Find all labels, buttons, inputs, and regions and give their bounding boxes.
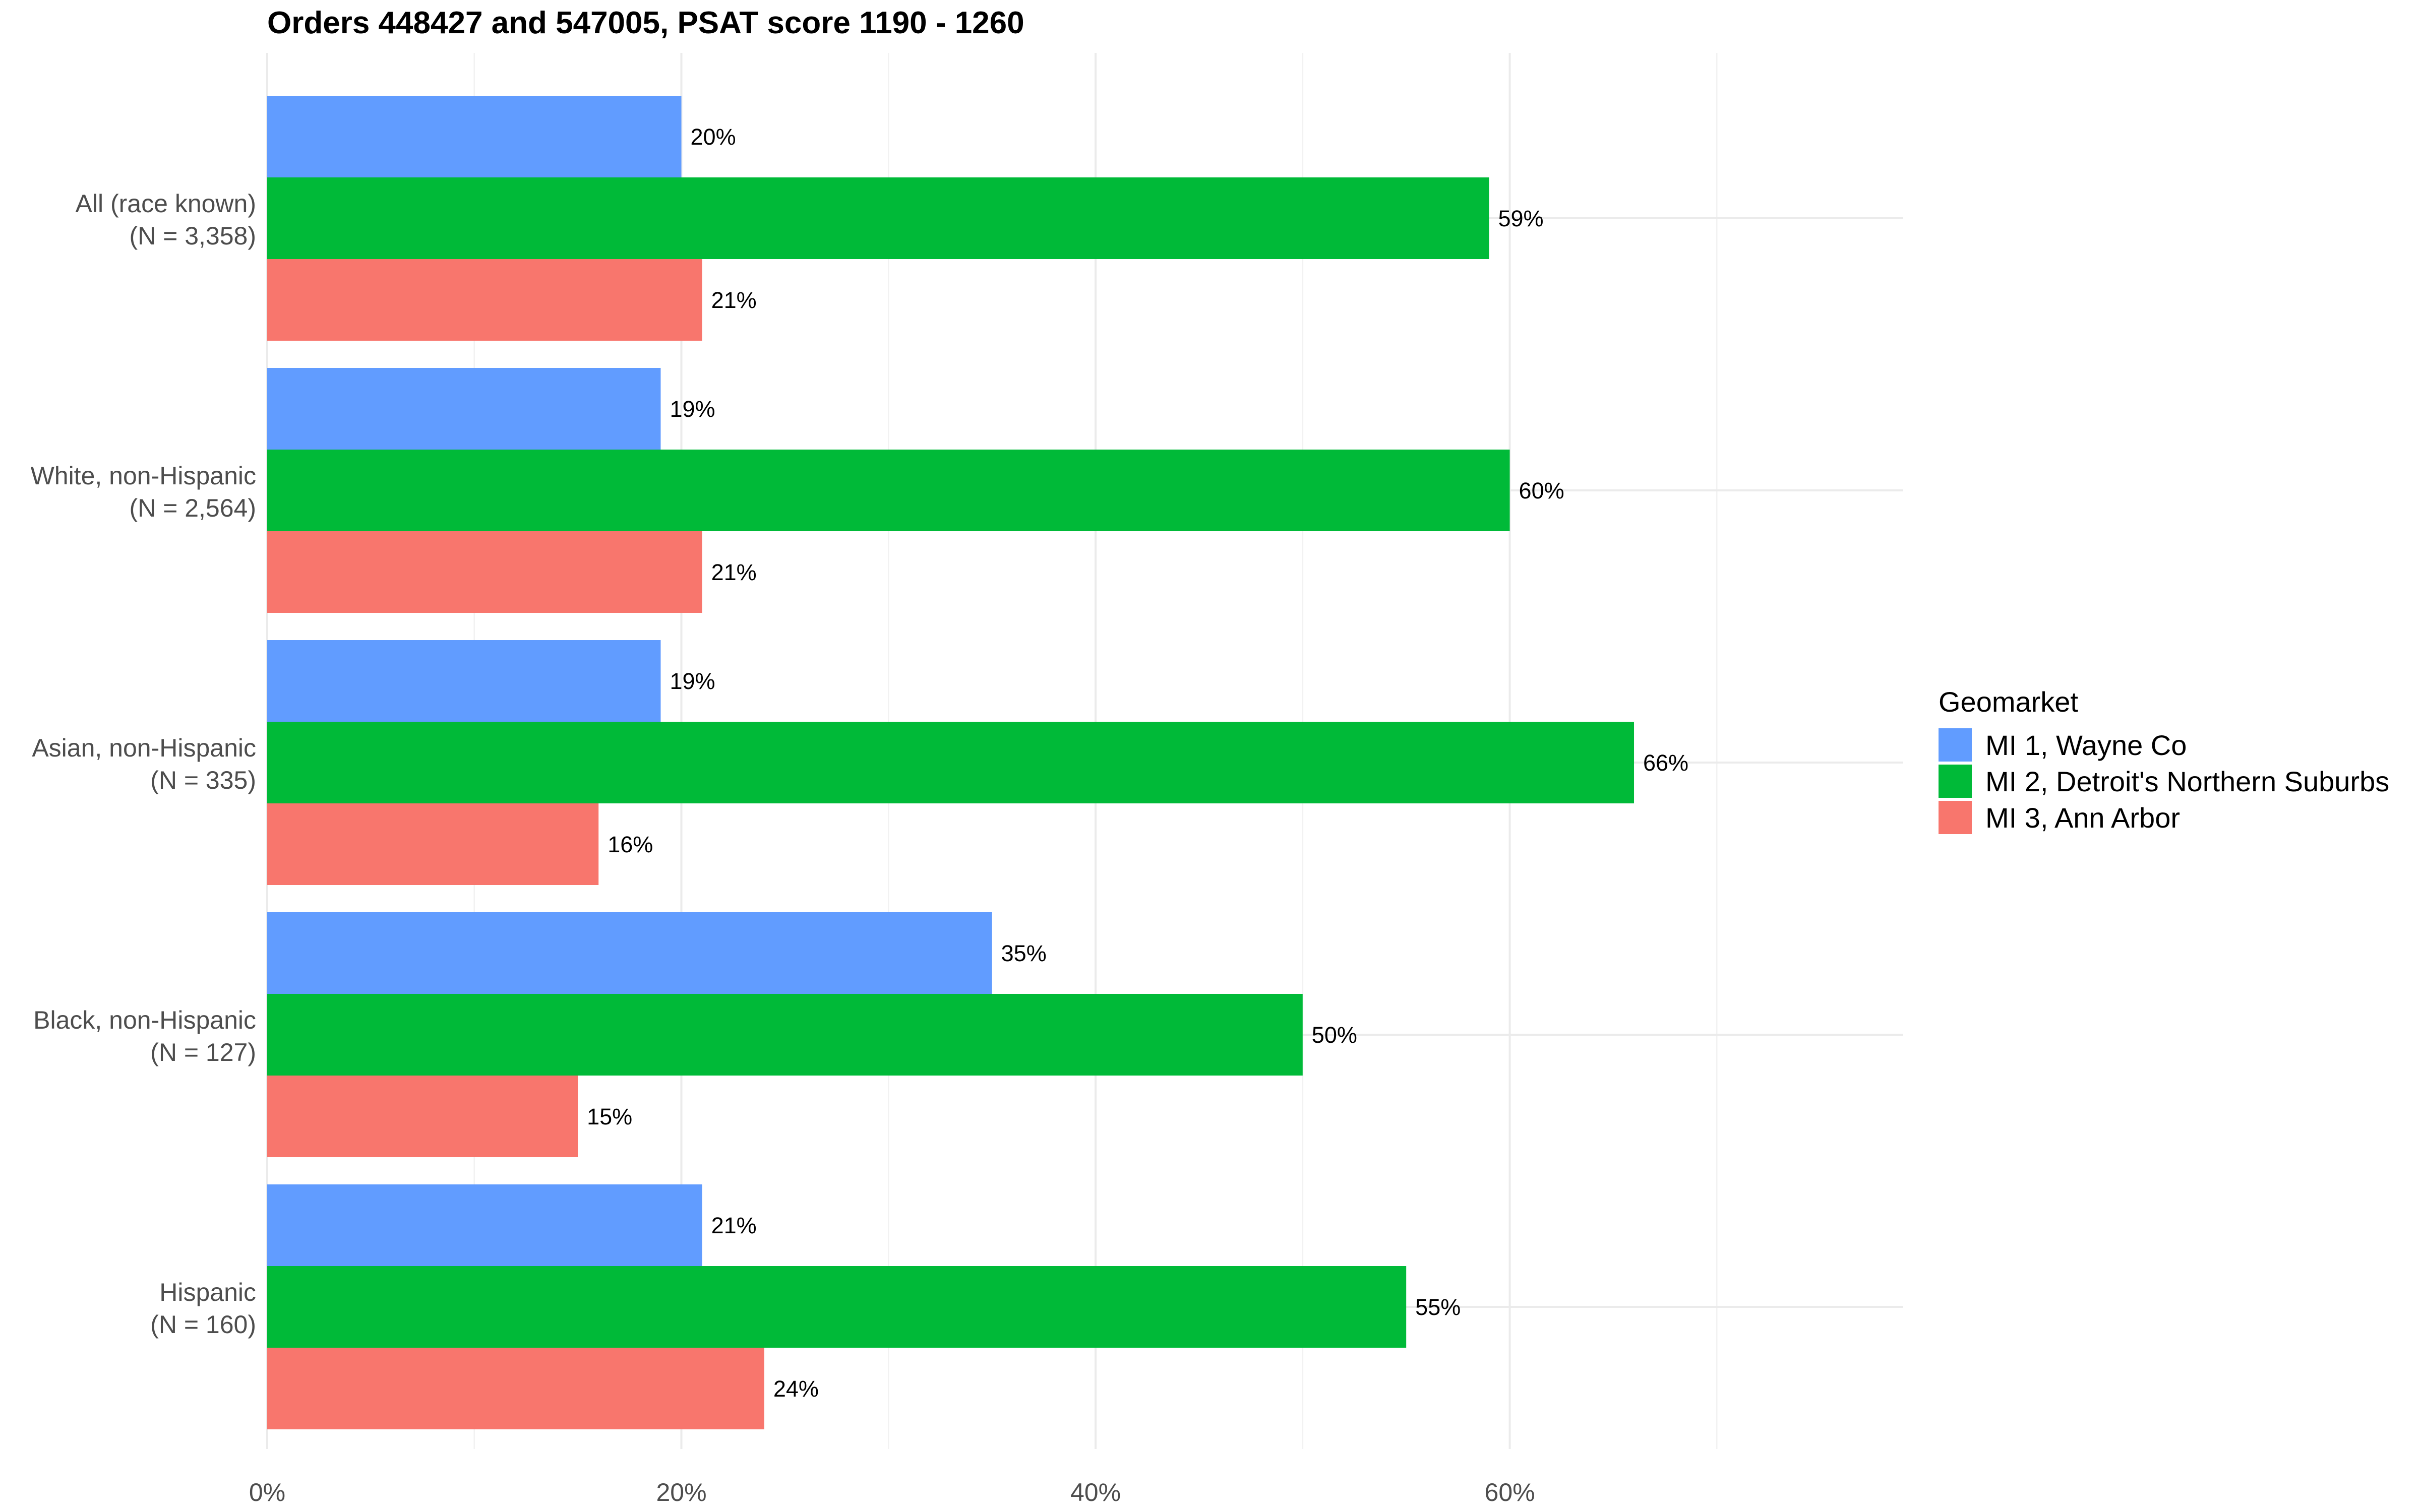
data-label: 60% — [1519, 478, 1564, 503]
bar-2-3 — [267, 722, 1635, 803]
legend-swatch[interactable] — [1939, 801, 1972, 834]
bar-2-5 — [267, 1266, 1407, 1348]
category-label-line: (N = 160) — [150, 1310, 256, 1339]
x-tick-label: 60% — [1485, 1478, 1535, 1506]
category-labels-layer: All (race known) (N = 3,358) White, non-Hi… — [31, 190, 256, 1339]
category-label-line: Hispanic — [159, 1278, 256, 1306]
category-label-line: (N = 2,564) — [129, 494, 256, 522]
legend[interactable]: Geomarket MI 1, Wayne Co MI 2, Detroit's … — [1939, 686, 2389, 834]
x-axis-ticks: 0% 20% 40% 60% — [249, 1478, 1535, 1506]
data-label: 21% — [711, 559, 757, 585]
data-labels-layer: 20% 59% 21% 19% 60% 21% 19% 66% 16% 35% 50% 15% 21% 5… — [587, 124, 1688, 1402]
legend-swatch[interactable] — [1939, 765, 1972, 798]
data-label: 35% — [1001, 940, 1047, 966]
chart-title: Orders 448427 and 547005, PSAT score 119… — [267, 6, 1024, 40]
data-label: 66% — [1643, 750, 1688, 776]
bar-2-2 — [267, 450, 1510, 531]
bar-1-3 — [267, 640, 661, 722]
x-tick-label: 0% — [249, 1478, 285, 1506]
data-label: 59% — [1498, 206, 1543, 231]
bar-3-4 — [267, 1076, 578, 1157]
category-label-line: (N = 127) — [150, 1038, 256, 1066]
bar-3-3 — [267, 803, 599, 885]
category-label-line: All (race known) — [76, 190, 256, 218]
bar-2-4 — [267, 994, 1303, 1076]
data-label: 19% — [670, 668, 715, 694]
bar-1-1 — [267, 96, 682, 177]
category-label: All (race known) (N = 3,358) — [76, 190, 256, 250]
bar-2-1 — [267, 177, 1489, 259]
category-label-line: Asian, non-Hispanic — [32, 734, 256, 762]
category-label: Hispanic (N = 160) — [150, 1278, 256, 1339]
legend-label[interactable]: MI 1, Wayne Co — [1985, 729, 2187, 761]
bar-1-2 — [267, 368, 661, 450]
data-label: 50% — [1312, 1022, 1357, 1048]
x-tick-label: 20% — [656, 1478, 706, 1506]
data-label: 21% — [711, 1213, 757, 1238]
legend-swatch[interactable] — [1939, 728, 1972, 762]
data-label: 24% — [773, 1376, 819, 1402]
legend-title: Geomarket — [1939, 686, 2078, 718]
bar-3-2 — [267, 531, 702, 613]
data-label: 20% — [691, 124, 736, 150]
legend-label[interactable]: MI 2, Detroit's Northern Suburbs — [1985, 766, 2389, 797]
data-label: 21% — [711, 287, 757, 313]
legend-label[interactable]: MI 3, Ann Arbor — [1985, 802, 2180, 834]
category-label-line: Black, non-Hispanic — [33, 1006, 256, 1034]
category-label-line: White, non-Hispanic — [31, 462, 256, 490]
data-label: 16% — [608, 832, 653, 857]
bars-layer — [267, 96, 1635, 1429]
data-label: 15% — [587, 1104, 632, 1129]
bar-3-5 — [267, 1348, 764, 1429]
data-label: 55% — [1415, 1294, 1461, 1320]
category-label: Asian, non-Hispanic (N = 335) — [32, 734, 256, 794]
bar-1-5 — [267, 1184, 702, 1266]
bar-1-4 — [267, 912, 992, 994]
category-label-line: (N = 335) — [150, 766, 256, 794]
category-label: Black, non-Hispanic (N = 127) — [33, 1006, 256, 1066]
x-tick-label: 40% — [1070, 1478, 1121, 1506]
category-label: White, non-Hispanic (N = 2,564) — [31, 462, 256, 522]
category-label-line: (N = 3,358) — [129, 222, 256, 250]
bar-3-1 — [267, 259, 702, 341]
data-label: 19% — [670, 396, 715, 422]
